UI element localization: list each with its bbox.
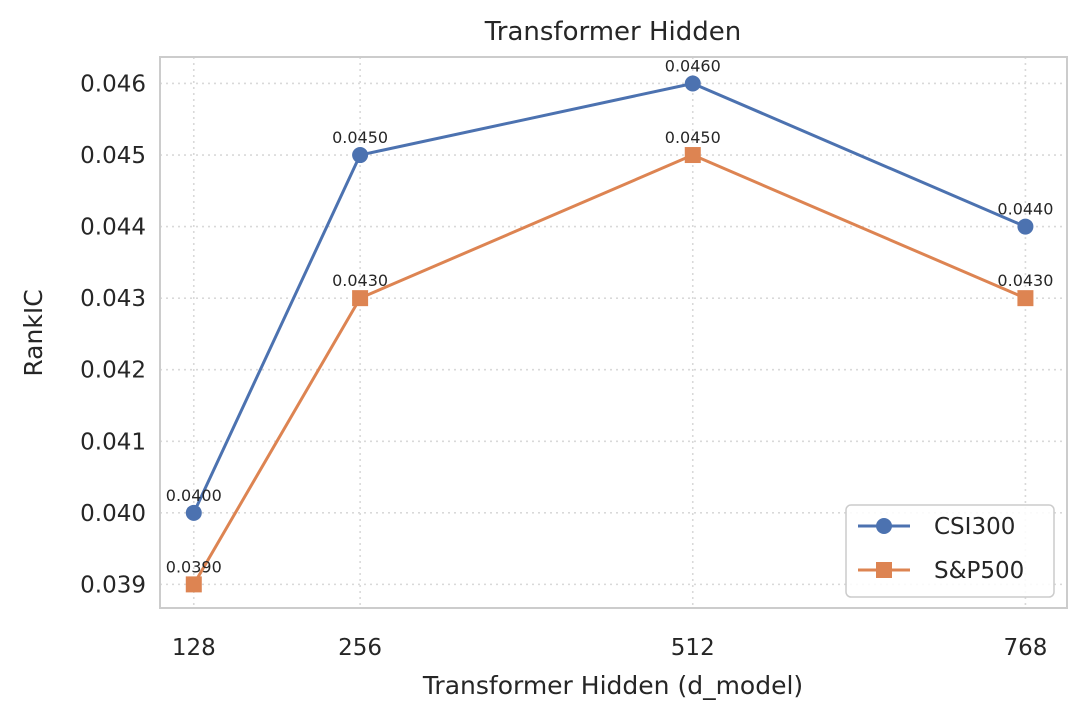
y-tick-label: 0.046 [80, 71, 146, 97]
x-tick-label: 256 [338, 635, 382, 661]
y-tick-label: 0.039 [80, 572, 146, 598]
data-label-csi300: 0.0440 [997, 200, 1053, 219]
data-point-s-p500 [684, 147, 701, 164]
x-tick-label: 512 [671, 635, 715, 661]
y-tick-label: 0.041 [80, 429, 146, 455]
series-line-csi300 [192, 81, 1027, 514]
data-point-csi300 [352, 147, 369, 164]
data-label-s-p500: 0.0430 [997, 271, 1053, 290]
x-tick-label: 128 [172, 635, 216, 661]
data-label-csi300: 0.0460 [665, 56, 721, 75]
x-tick-label: 768 [1003, 635, 1047, 661]
data-label-s-p500: 0.0430 [332, 271, 388, 290]
y-tick-label: 0.045 [80, 143, 146, 169]
data-point-s-p500 [1017, 290, 1034, 307]
x-axis-title: Transformer Hidden (d_model) [422, 671, 803, 700]
data-label-csi300: 0.0450 [332, 128, 388, 147]
data-labels: 0.0400 0.0450 0.0460 0.0440 0.0390 0.0430 0.04… [166, 56, 1054, 576]
y-tick-label: 0.043 [80, 286, 146, 312]
y-tick-label: 0.042 [80, 358, 146, 384]
data-point-s-p500 [352, 290, 369, 307]
series-line-s-p500 [192, 153, 1027, 586]
data-point-s-p500 [185, 576, 202, 593]
data-point-csi300 [684, 75, 701, 92]
data-label-csi300: 0.0400 [166, 486, 222, 505]
axis-ticks: 0.039 0.040 0.041 0.042 0.043 0.044 0.045 0.046… [80, 71, 1047, 661]
data-point-csi300 [185, 504, 202, 521]
data-label-s-p500: 0.0450 [665, 128, 721, 147]
data-label-s-p500: 0.0390 [166, 557, 222, 576]
data-point-csi300 [1017, 218, 1034, 235]
chart-title: Transformer Hidden [484, 17, 742, 47]
legend-box [845, 504, 1055, 598]
plot-area-frame [159, 56, 1068, 609]
series-layer [185, 75, 1034, 593]
y-axis-title: RankIC [19, 289, 48, 376]
legend-marker-s-p500 [876, 562, 892, 578]
y-tick-label: 0.040 [80, 501, 146, 527]
legend-label-s-p500: S&P500 [934, 558, 1024, 584]
legend-label-csi300: CSI300 [934, 514, 1015, 540]
legend: CSI300 S&P500 [845, 504, 1055, 598]
legend-marker-csi300 [876, 518, 892, 534]
y-tick-label: 0.044 [80, 215, 146, 241]
